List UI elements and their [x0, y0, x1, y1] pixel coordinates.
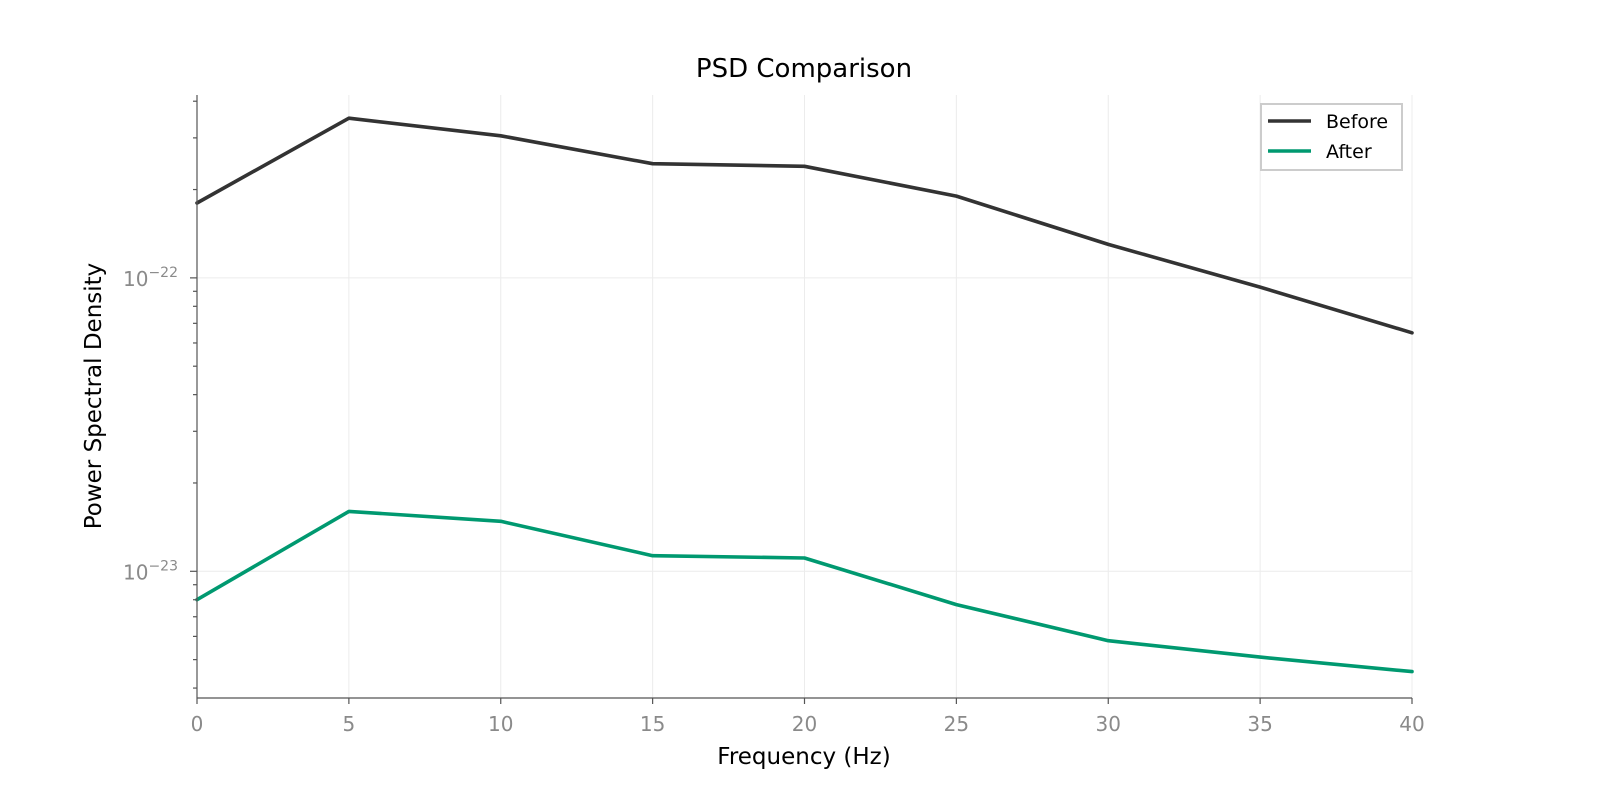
- data-point-after: [1411, 671, 1413, 673]
- legend: Before After: [1260, 103, 1403, 171]
- y-tick-label: 10−23: [123, 558, 178, 584]
- ticks: 0 5 10 15 20 25 30 35 40 10−22 10−23: [123, 100, 1425, 736]
- data-point-before: [652, 163, 654, 165]
- data-point-before: [955, 195, 957, 197]
- x-tick-label: 5: [343, 712, 356, 736]
- x-axis-label: Frequency (Hz): [717, 744, 890, 770]
- grid-lines: [196, 95, 1413, 698]
- x-tick-label: 40: [1399, 712, 1424, 736]
- data-point-after: [804, 557, 805, 559]
- x-tick-label: 35: [1247, 712, 1272, 736]
- data-point-before: [348, 117, 350, 119]
- data-point-before: [804, 165, 805, 167]
- data-point-before: [500, 135, 502, 137]
- data-point-before: [1107, 243, 1109, 245]
- x-tick-label: 15: [640, 712, 665, 736]
- x-tick-label: 10: [488, 712, 513, 736]
- data-point-after: [955, 604, 957, 606]
- y-axis-label: Power Spectral Density: [81, 263, 107, 530]
- data-point-after: [1107, 640, 1109, 642]
- x-tick-label: 30: [1096, 712, 1121, 736]
- data-point-before: [1259, 286, 1261, 288]
- data-point-before: [1411, 332, 1413, 334]
- data-point-after: [1259, 656, 1261, 658]
- x-tick-label: 20: [792, 712, 817, 736]
- legend-box: [1260, 103, 1403, 171]
- y-tick-label: 10−22: [123, 265, 178, 291]
- data-point-after: [348, 510, 350, 512]
- legend-label-before: Before: [1326, 111, 1388, 133]
- legend-label-after: After: [1326, 141, 1372, 163]
- x-tick-label: 0: [191, 712, 204, 736]
- data-point-after: [652, 555, 654, 557]
- x-tick-label: 25: [944, 712, 969, 736]
- data-point-after: [500, 520, 502, 522]
- chart-title: PSD Comparison: [696, 54, 912, 84]
